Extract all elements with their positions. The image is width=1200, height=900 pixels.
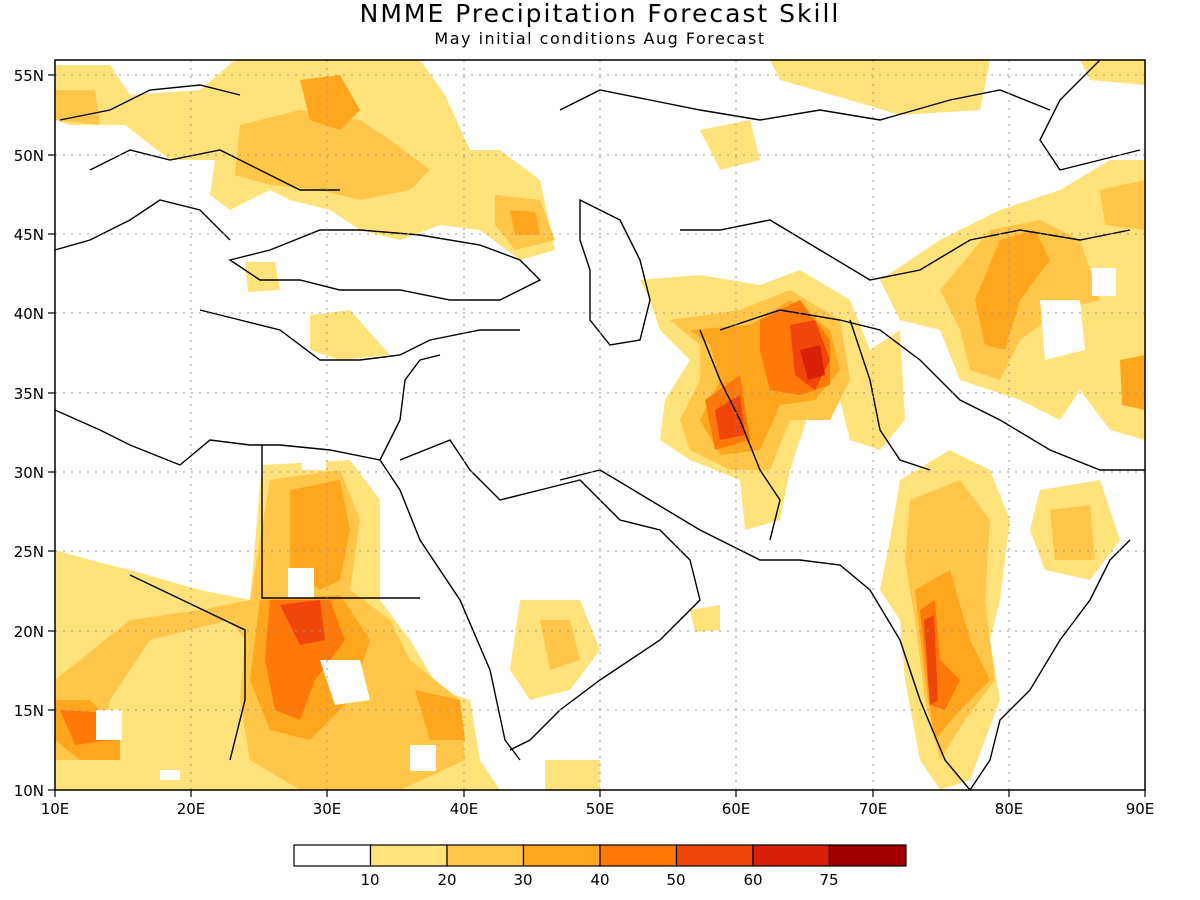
colorbar-swatch [675,844,754,867]
x-ticks [54,790,1146,797]
y-tick-label: 50N [14,147,44,165]
y-tick-label: 25N [14,543,44,561]
x-tick-labels: 10E 20E 30E 40E 50E 60E 70E 80E 90E [41,800,1155,818]
colorbar-labels: 10 20 30 40 50 60 75 [360,871,838,889]
colorbar-swatch [446,844,525,867]
chart-title: NMME Precipitation Forecast Skill [359,0,841,28]
y-tick-label: 10N [14,782,44,800]
colorbar-swatch [828,844,907,867]
x-tick-label: 10E [41,800,70,818]
y-tick-label: 30N [14,464,44,482]
chart-subtitle: May initial conditions Aug Forecast [434,29,766,48]
y-tick-label: 45N [14,226,44,244]
y-tick-label: 35N [14,385,44,403]
map-grid [55,60,1145,790]
coastlines [55,60,1145,790]
skill-shading [55,60,1145,790]
x-tick-label: 40E [450,800,479,818]
colorbar-label: 40 [590,871,609,889]
y-tick-labels: 10N 15N 20N 25N 30N 35N 40N 45N 50N 55N [14,67,44,800]
x-tick-label: 90E [1126,800,1155,818]
y-tick-label: 15N [14,702,44,720]
colorbar-label: 30 [513,871,532,889]
colorbar-swatch [522,844,601,867]
x-tick-label: 30E [313,800,342,818]
y-ticks [48,74,55,791]
colorbar-label: 60 [743,871,762,889]
y-tick-label: 20N [14,623,44,641]
colorbar-swatch [599,844,678,867]
colorbar-label: 20 [437,871,456,889]
x-tick-label: 80E [995,800,1024,818]
x-tick-label: 20E [177,800,206,818]
colorbar-swatch [293,844,372,867]
y-tick-label: 40N [14,305,44,323]
x-tick-label: 70E [859,800,888,818]
y-tick-label: 55N [14,67,44,85]
colorbar-label: 50 [666,871,685,889]
colorbar-label: 10 [360,871,379,889]
x-tick-label: 60E [722,800,751,818]
colorbar [293,844,907,867]
x-tick-label: 50E [586,800,615,818]
colorbar-label: 75 [819,871,838,889]
colorbar-swatch [752,844,831,867]
colorbar-swatch [369,844,448,867]
